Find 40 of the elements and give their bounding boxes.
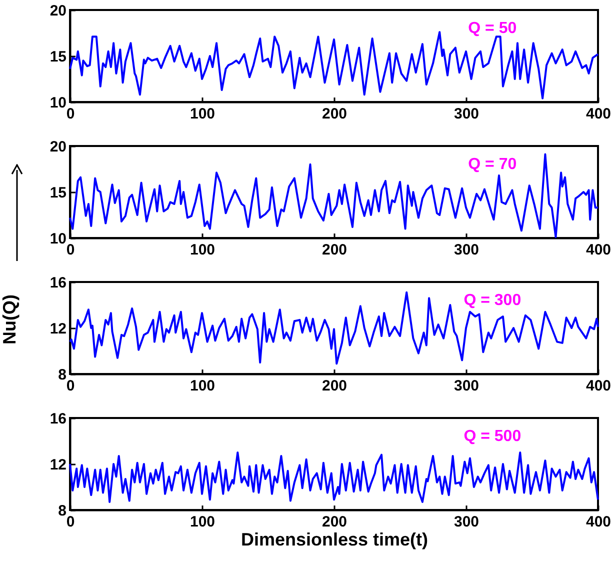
x-axis-title: Dimensionless time(t): [240, 530, 428, 550]
x-tick-label: 0: [66, 106, 75, 122]
x-tick-label: 300: [454, 378, 480, 394]
x-tick-label: 100: [190, 106, 216, 122]
line-series: [69, 291, 599, 365]
annotation: Q = 500: [464, 428, 522, 445]
y-tick-label: 16: [50, 410, 66, 428]
x-tick-label: 300: [454, 106, 480, 122]
x-tick-label: 0: [66, 378, 75, 394]
y-tick-label: 12: [50, 456, 66, 474]
x-tick-label: 100: [190, 242, 216, 258]
annotation: Q = 300: [464, 292, 522, 309]
y-tick-label: 20: [50, 2, 66, 20]
y-tick-label: 16: [50, 274, 66, 292]
annotation: Q = 50: [468, 20, 517, 37]
x-tick-label: 400: [586, 514, 612, 530]
y-tick-label: 20: [50, 138, 66, 156]
y-tick-label: 8: [58, 502, 66, 520]
y-tick-label: 8: [58, 366, 66, 384]
y-tick-label: 15: [50, 48, 66, 66]
y-tick-label: 10: [50, 94, 66, 112]
x-tick-label: 300: [454, 514, 480, 530]
y-tick-label: 15: [50, 184, 66, 202]
x-tick-label: 200: [322, 514, 348, 530]
x-tick-label: 200: [322, 378, 348, 394]
x-tick-label: 400: [586, 242, 612, 258]
y-axis-title: Nu(Q): [0, 294, 20, 344]
x-tick-label: 200: [322, 242, 348, 258]
x-tick-label: 300: [454, 242, 480, 258]
line-series: [69, 452, 599, 503]
x-tick-label: 100: [190, 378, 216, 394]
y-tick-label: 12: [50, 320, 66, 338]
x-tick-label: 0: [66, 514, 75, 530]
x-tick-label: 400: [586, 378, 612, 394]
y-tick-label: 10: [50, 230, 66, 248]
x-tick-label: 400: [586, 106, 612, 122]
x-tick-label: 0: [66, 242, 75, 258]
x-tick-label: 100: [190, 514, 216, 530]
annotation: Q = 70: [468, 156, 517, 173]
x-tick-label: 200: [322, 106, 348, 122]
